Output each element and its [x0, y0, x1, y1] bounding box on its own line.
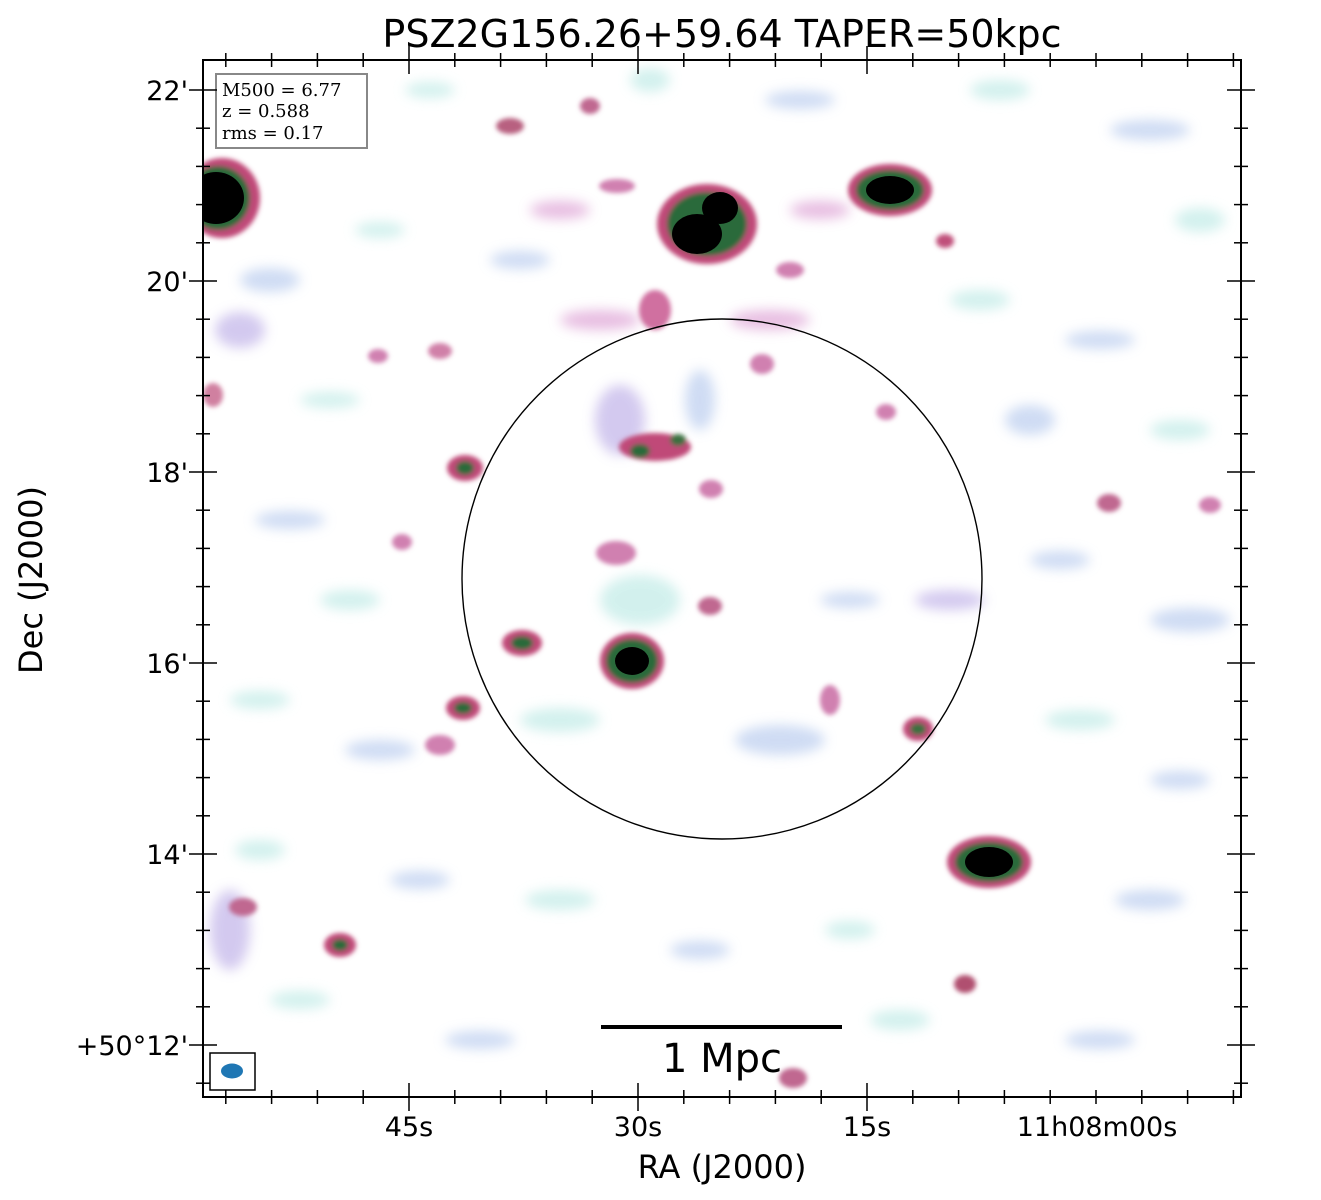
figure-title: PSZ2G156.26+59.64 TAPER=50kpc: [382, 12, 1061, 56]
beam-box: [209, 1052, 256, 1091]
medium-sources: [324, 433, 933, 957]
y-tick-label: +50°12': [76, 1031, 188, 1062]
info-rms: rms = 0.17: [222, 123, 324, 144]
faint-sources: [203, 98, 1221, 1088]
r500-circle: [461, 318, 983, 840]
image-panel: [203, 60, 1241, 1097]
bright-sources: [203, 158, 1031, 888]
x-tick-label: 30s: [614, 1112, 662, 1143]
scale-bar-label: 1 Mpc: [662, 1036, 782, 1082]
axis-ticks: [189, 46, 1255, 1111]
info-m500: M500 = 6.77: [222, 80, 341, 101]
info-redshift: z = 0.588: [222, 101, 310, 122]
y-tick-label: 18': [146, 458, 188, 489]
x-tick-label: 15s: [843, 1112, 891, 1143]
x-tick-label: 45s: [385, 1112, 433, 1143]
plot-frame: [202, 59, 1242, 1098]
x-tick-label: 11h08m00s: [1017, 1112, 1178, 1143]
y-tick-label: 16': [146, 649, 188, 680]
y-tick-label: 14': [146, 840, 188, 871]
noise-background: [210, 68, 1230, 1049]
beam-ellipse: [221, 1063, 243, 1079]
x-axis-label: RA (J2000): [638, 1148, 807, 1186]
y-tick-label: 22': [146, 76, 188, 107]
y-tick-label: 20': [146, 267, 188, 298]
y-axis-label: Dec (J2000): [12, 486, 50, 674]
info-box: M500 = 6.77 z = 0.588 rms = 0.17: [215, 73, 368, 149]
